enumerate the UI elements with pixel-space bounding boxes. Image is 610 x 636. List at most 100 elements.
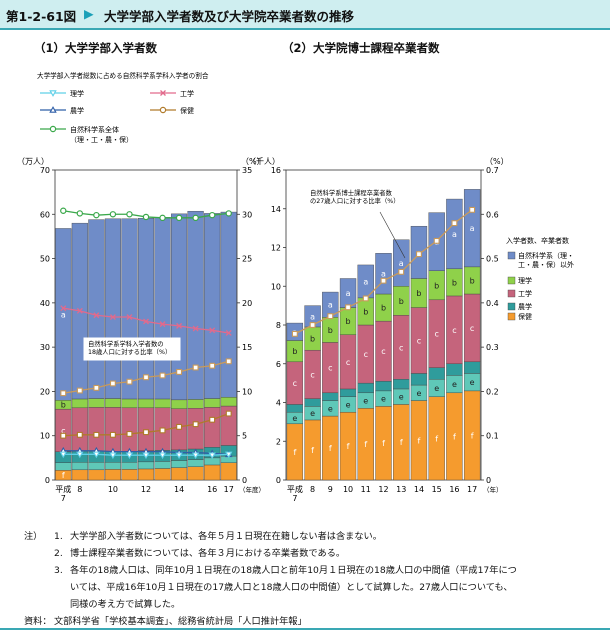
chart2-bar-label-c: c [434, 330, 438, 339]
chart2-ytick-label-left: 2 [276, 437, 281, 446]
chart2-x-tick-label: 15 [432, 485, 442, 494]
chart1-bar-b [204, 398, 221, 408]
chart2-bar-label-c: c [381, 347, 385, 356]
chart2-bar-label-b: b [310, 335, 315, 344]
chart1-y-right-unit: （%） [241, 157, 265, 166]
chart1-bar-f [71, 469, 88, 481]
note-row: 同様の考え方で試算した。 [70, 599, 181, 610]
chart2-x-tick-label: 12 [378, 485, 388, 494]
legend-nogaku-label: 農学 [70, 106, 84, 115]
chart2-ytick-label-right: 0.4 [486, 299, 499, 308]
chart1-point-rigaku [175, 452, 183, 460]
chart2-bar-label-b: b [399, 297, 404, 306]
chart2-ytick-label-left: 8 [276, 321, 281, 330]
chart2-x-tick-label: 14 [414, 485, 424, 494]
chart2-bar-label-b: b [434, 281, 439, 290]
chart1-bar-a [104, 218, 121, 399]
chart2-x-unit: （年） [483, 485, 503, 494]
chart1-ytick-label-right: 10 [242, 387, 252, 396]
chart1-bar-c [121, 407, 138, 452]
chart2-ytick-label-left: 14 [271, 205, 281, 214]
chart1-ytick-label-left: 30 [40, 343, 50, 352]
chart2-x-tick-label: 9 [328, 485, 333, 494]
chart1-point-ratio_18 [209, 362, 216, 369]
chart1-point-ratio_18 [225, 358, 232, 365]
chart1-point-rigaku [109, 452, 117, 460]
chart2-bar-label-e: e [452, 380, 457, 389]
chart1-ytick-label-left: 20 [40, 387, 50, 396]
chart1-bar-a [154, 217, 171, 400]
chart2-x-tick-label: 10 [343, 485, 353, 494]
chart1-x-unit: （年度） [239, 485, 265, 494]
chart1-bar-c [71, 407, 88, 452]
legend-rigaku-label: 理学 [70, 89, 84, 98]
chart2-x-tick-label: 平成 [287, 484, 303, 494]
chart2-point-ratio_27 [469, 206, 476, 213]
chart2-point-ratio_27 [362, 295, 369, 302]
chart2-bar-label-f: f [435, 434, 438, 443]
chart2-bar-label-e: e [434, 384, 439, 393]
chart2-bar-label-e: e [381, 395, 386, 404]
chart1-point-ratio_18 [76, 387, 83, 394]
chart2-ytick-label-right: 0.2 [486, 387, 499, 396]
chart1-bar-b [187, 399, 204, 409]
legend-shizen-total-sub: （理・工・農・保） [70, 135, 133, 144]
chart2-point-ratio_27 [291, 330, 298, 337]
chart1-annotation: 自然科学系学科入学者数の [88, 339, 164, 348]
chart2-bar-label-c: c [310, 370, 314, 379]
chart1-bar-b [104, 398, 121, 408]
chart1-bar-f [104, 469, 121, 481]
chart1-x-tick-label: 8 [77, 485, 82, 494]
chart2-bar-d [339, 388, 357, 397]
chart1-point-kogaku [225, 330, 232, 336]
chart1-point-hoken [176, 423, 183, 430]
chart1-point-ratio_18 [93, 384, 100, 391]
chart2-bar-label-e: e [346, 400, 351, 409]
chart2-bar-label-b: b [346, 317, 351, 326]
chart1-point-rigaku [76, 451, 84, 459]
chart1-bar-e [137, 461, 155, 470]
chart1-point-kogaku [159, 321, 166, 328]
legend-kogaku-label: 工学 [180, 89, 194, 98]
chart1-bar-a [55, 228, 72, 401]
chart1-bar-a [137, 218, 155, 400]
chart2-bar-label-f: f [364, 440, 367, 449]
figure-title: 大学学部入学者数及び大学院卒業者数の推移 [104, 9, 355, 24]
chart1-bar-c [88, 407, 105, 452]
chart1-bar-e [187, 459, 204, 467]
chart1-point-shizen_total [76, 210, 84, 217]
chart1-point-shizen_total [175, 214, 183, 222]
chart2-bar-label-b: b [452, 278, 457, 287]
legend-nogaku-marker [49, 106, 57, 113]
chart2-x-tick-label: 8 [310, 485, 315, 494]
chart1-point-ratio_18 [143, 374, 149, 381]
chart1-title: （1）大学学部入学者数 [34, 41, 158, 55]
chart1-point-kogaku [176, 322, 183, 329]
chart1-bar-a [121, 218, 138, 400]
chart2-bar-label-f: f [347, 442, 350, 451]
chart2-bar-label-b: b [292, 347, 297, 356]
legend-hoken-label: 保健 [180, 106, 194, 115]
chart1-bar-b [171, 399, 188, 409]
chart2-bar-d [446, 363, 463, 376]
chart1-bar-e [88, 462, 105, 471]
chart1-ytick-label-right: 5 [242, 432, 247, 441]
notes-section: 注） 1. 大学学部入学者数については、各年５月１日現在在籍しない者は含まない。 2… [24, 528, 604, 630]
chart2-bar-label-b: b [381, 304, 386, 313]
chart2-bar-label-c: c [346, 358, 350, 367]
chart1-bar-b [220, 396, 237, 407]
chart2-bar-label-e: e [292, 414, 297, 423]
chart2-bar-label-c: c [470, 324, 474, 333]
chart2-bar-label-a: a [346, 289, 351, 298]
chart1-point-rigaku [142, 452, 150, 460]
chart2-legend-swatch-f [507, 312, 516, 321]
chart1-point-ratio_18 [159, 372, 166, 379]
chart1-point-ratio_18 [109, 380, 116, 387]
chart2-x-tick-label: 13 [396, 485, 406, 494]
chart2-annotation-bg [306, 188, 402, 210]
chart1-x-tick-label: 17 [224, 485, 234, 494]
chart1-bar-a [204, 213, 221, 399]
chart1-ytick-label-right: 25 [242, 255, 252, 264]
chart1-annotation: 18歳人口に対する比率（%） [88, 347, 171, 356]
chart2-bar-d [428, 367, 445, 380]
